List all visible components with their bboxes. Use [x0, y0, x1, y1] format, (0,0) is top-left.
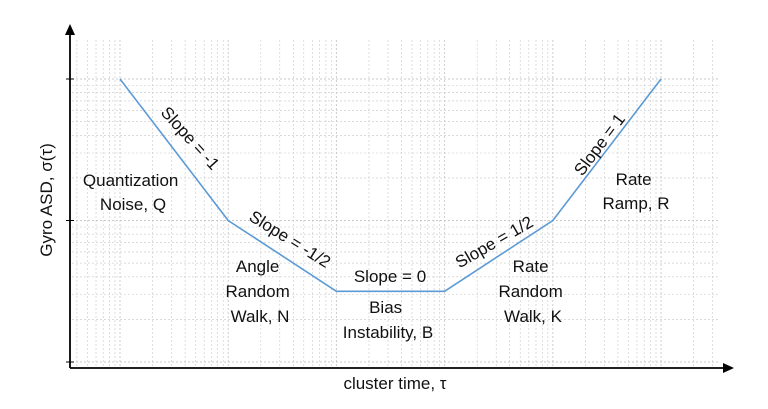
region-rate-ramp-line-1: Rate: [616, 170, 652, 189]
region-rate-random-line-3: Walk, K: [504, 307, 563, 326]
y-axis-title: Gyro ASD, σ(τ): [37, 143, 56, 257]
series-line: [119, 78, 662, 293]
region-bias-line-1: Bias: [369, 298, 402, 317]
region-quantization-noise: Quantization Noise, Q: [83, 171, 183, 214]
slope-label-minus-one: Slope = -1: [157, 103, 223, 174]
region-rate-random-line-2: Random: [499, 282, 563, 301]
chart-grid: [66, 40, 720, 366]
chart-axes: [65, 24, 734, 373]
region-bias-instability: Bias Instability, B: [343, 298, 433, 342]
slope-label-plus-one: Slope = 1: [570, 110, 629, 179]
region-rate-random-line-1: Rate: [513, 257, 549, 276]
slope-label-zero: Slope = 0: [354, 267, 426, 286]
region-quantization-line-1: Quantization: [83, 171, 178, 190]
x-axis-arrow-icon: [723, 363, 734, 373]
x-axis-title: cluster time, τ: [343, 374, 446, 393]
region-angle-line-1: Angle: [236, 257, 279, 276]
region-angle-line-3: Walk, N: [231, 307, 290, 326]
region-rate-ramp-line-2: Ramp, R: [602, 194, 669, 213]
y-axis-arrow-icon: [65, 24, 75, 35]
region-rate-ramp: Rate Ramp, R: [602, 170, 669, 213]
region-quantization-line-2: Noise, Q: [100, 195, 166, 214]
region-bias-line-2: Instability, B: [343, 323, 433, 342]
slope-annotations: Slope = -1 Slope = -1/2 Slope = 0 Slope …: [157, 103, 629, 286]
region-labels: Quantization Noise, Q Angle Random Walk,…: [83, 170, 670, 342]
region-rate-random-walk: Rate Random Walk, K: [499, 257, 568, 326]
region-angle-random-walk: Angle Random Walk, N: [226, 257, 295, 326]
region-angle-line-2: Random: [226, 282, 290, 301]
